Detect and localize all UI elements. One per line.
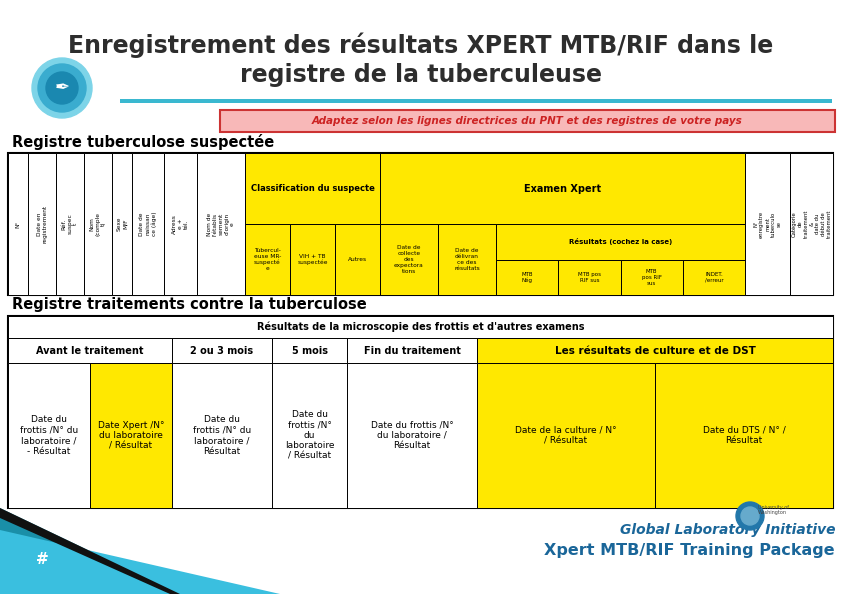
Bar [8, 338, 172, 363]
Text: MTB
pos RIF
sus: MTB pos RIF sus [642, 269, 662, 286]
Text: Classification du suspecte: Classification du suspecte [251, 184, 375, 193]
Bar [164, 153, 197, 295]
Text: Catégorie
de
traitement
&
date du
début de
traitement: Catégorie de traitement & date du début … [791, 210, 832, 238]
Bar [347, 363, 477, 508]
Text: Date du frottis /N°
du laboratoire /
Résultat: Date du frottis /N° du laboratoire / Rés… [370, 421, 453, 450]
Bar [496, 224, 745, 260]
Text: Date du DTS / N° /
Résultat: Date du DTS / N° / Résultat [702, 426, 786, 445]
Text: Résultats de la microscopie des frottis et d'autres examens: Résultats de la microscopie des frottis … [257, 322, 584, 332]
Text: Registre tuberculose suspectée: Registre tuberculose suspectée [12, 134, 274, 150]
Text: Réf.
suspec
t: Réf. suspec t [61, 214, 78, 235]
Bar [90, 363, 172, 508]
Polygon shape [0, 508, 320, 594]
Text: Registre traitements contre la tuberculose: Registre traitements contre la tuberculo… [12, 298, 367, 312]
Bar [197, 153, 245, 295]
Text: #: # [35, 552, 48, 567]
Bar [655, 363, 833, 508]
Text: Sexe
M/F: Sexe M/F [116, 217, 127, 231]
Bar [245, 224, 290, 295]
Text: N°: N° [15, 220, 20, 228]
Text: Examen Xpert: Examen Xpert [524, 184, 601, 194]
Text: Autres: Autres [348, 257, 367, 262]
Bar [120, 99, 832, 103]
Bar [380, 224, 438, 295]
Bar [335, 224, 380, 295]
Text: MTB pos
RIF sus: MTB pos RIF sus [578, 272, 601, 283]
Bar [84, 153, 112, 295]
Circle shape [38, 64, 86, 112]
Bar [245, 153, 380, 224]
Bar [8, 363, 90, 508]
Text: Date de la culture / N°
/ Résultat: Date de la culture / N° / Résultat [515, 426, 617, 445]
Bar [272, 338, 347, 363]
Text: Date du
frottis /N° du
laboratoire /
- Résultat: Date du frottis /N° du laboratoire / - R… [20, 415, 78, 456]
Bar [790, 153, 833, 295]
Text: 5 mois: 5 mois [291, 346, 328, 355]
Polygon shape [0, 508, 180, 594]
Circle shape [32, 58, 92, 118]
Text: Avant le traitement: Avant le traitement [36, 346, 144, 355]
Text: Date en
registrement: Date en registrement [36, 205, 47, 243]
Bar [621, 260, 683, 295]
Text: N°
enregistre
ment
tuberculo
se: N° enregistre ment tuberculo se [754, 210, 781, 238]
Circle shape [26, 544, 58, 576]
Text: Date de
délivran
ce des
résultats: Date de délivran ce des résultats [454, 248, 480, 271]
Text: INDET.
/erreur: INDET. /erreur [705, 272, 723, 283]
Bar [683, 260, 745, 295]
Text: Date de
collecte
des
expectora
tions: Date de collecte des expectora tions [394, 245, 424, 274]
Bar [112, 153, 132, 295]
Text: Fin du traitement: Fin du traitement [364, 346, 461, 355]
Text: Global Laboratory Initiative: Global Laboratory Initiative [620, 523, 835, 537]
Bar [347, 338, 477, 363]
Bar [8, 316, 833, 338]
Text: University of
Washington: University of Washington [758, 504, 789, 516]
Bar [8, 153, 833, 295]
Text: registre de la tuberculeuse: registre de la tuberculeuse [240, 63, 602, 87]
Text: ✒: ✒ [55, 79, 70, 97]
Text: Xpert MTB/RIF Training Package: Xpert MTB/RIF Training Package [545, 542, 835, 558]
Bar [745, 153, 790, 295]
Text: Date Xpert /N°
du laboratoire
/ Résultat: Date Xpert /N° du laboratoire / Résultat [98, 421, 164, 450]
Bar [132, 153, 164, 295]
Text: Les résultats de culture et de DST: Les résultats de culture et de DST [555, 346, 755, 355]
Text: Adaptez selon les lignes directrices du PNT et des registres de votre pays: Adaptez selon les lignes directrices du … [312, 116, 743, 126]
Polygon shape [0, 530, 420, 594]
Bar [290, 224, 335, 295]
Text: Adress
e +
tél.: Adress e + tél. [173, 214, 189, 234]
Text: MTB
Nég: MTB Nég [521, 271, 533, 283]
Bar [558, 260, 621, 295]
Circle shape [736, 502, 764, 530]
Text: 2 ou 3 mois: 2 ou 3 mois [190, 346, 253, 355]
Text: Nom
(comple
t): Nom (comple t) [90, 212, 106, 236]
Circle shape [46, 72, 78, 104]
Bar [496, 260, 558, 295]
Circle shape [741, 507, 759, 525]
Bar [220, 110, 835, 132]
Bar [438, 224, 496, 295]
Text: VIH + TB
suspectée: VIH + TB suspectée [297, 254, 328, 265]
Text: Date du
frottis /N°
du
laboratoire
/ Résultat: Date du frottis /N° du laboratoire / Rés… [285, 410, 334, 461]
Bar [477, 338, 833, 363]
Text: Nom de
l'établis
sement
d'origin
e: Nom de l'établis sement d'origin e [207, 213, 235, 236]
Bar [380, 153, 745, 224]
Bar [172, 338, 272, 363]
Bar [272, 363, 347, 508]
Bar [28, 153, 56, 295]
Bar [477, 363, 655, 508]
Bar [56, 153, 84, 295]
Bar [8, 153, 28, 295]
Text: Date du
frottis /N° du
laboratoire /
Résultat: Date du frottis /N° du laboratoire / Rés… [193, 415, 251, 456]
Text: Tubercul-
euse MR-
suspecté
e: Tubercul- euse MR- suspecté e [253, 248, 281, 271]
Bar [172, 363, 272, 508]
Bar [8, 316, 833, 508]
Text: Enregistrement des résultats XPERT MTB/RIF dans le: Enregistrement des résultats XPERT MTB/R… [68, 32, 774, 58]
Text: Date de
naissan
ce (âge): Date de naissan ce (âge) [140, 211, 157, 236]
Text: Résultats (cochez la case): Résultats (cochez la case) [569, 238, 672, 245]
